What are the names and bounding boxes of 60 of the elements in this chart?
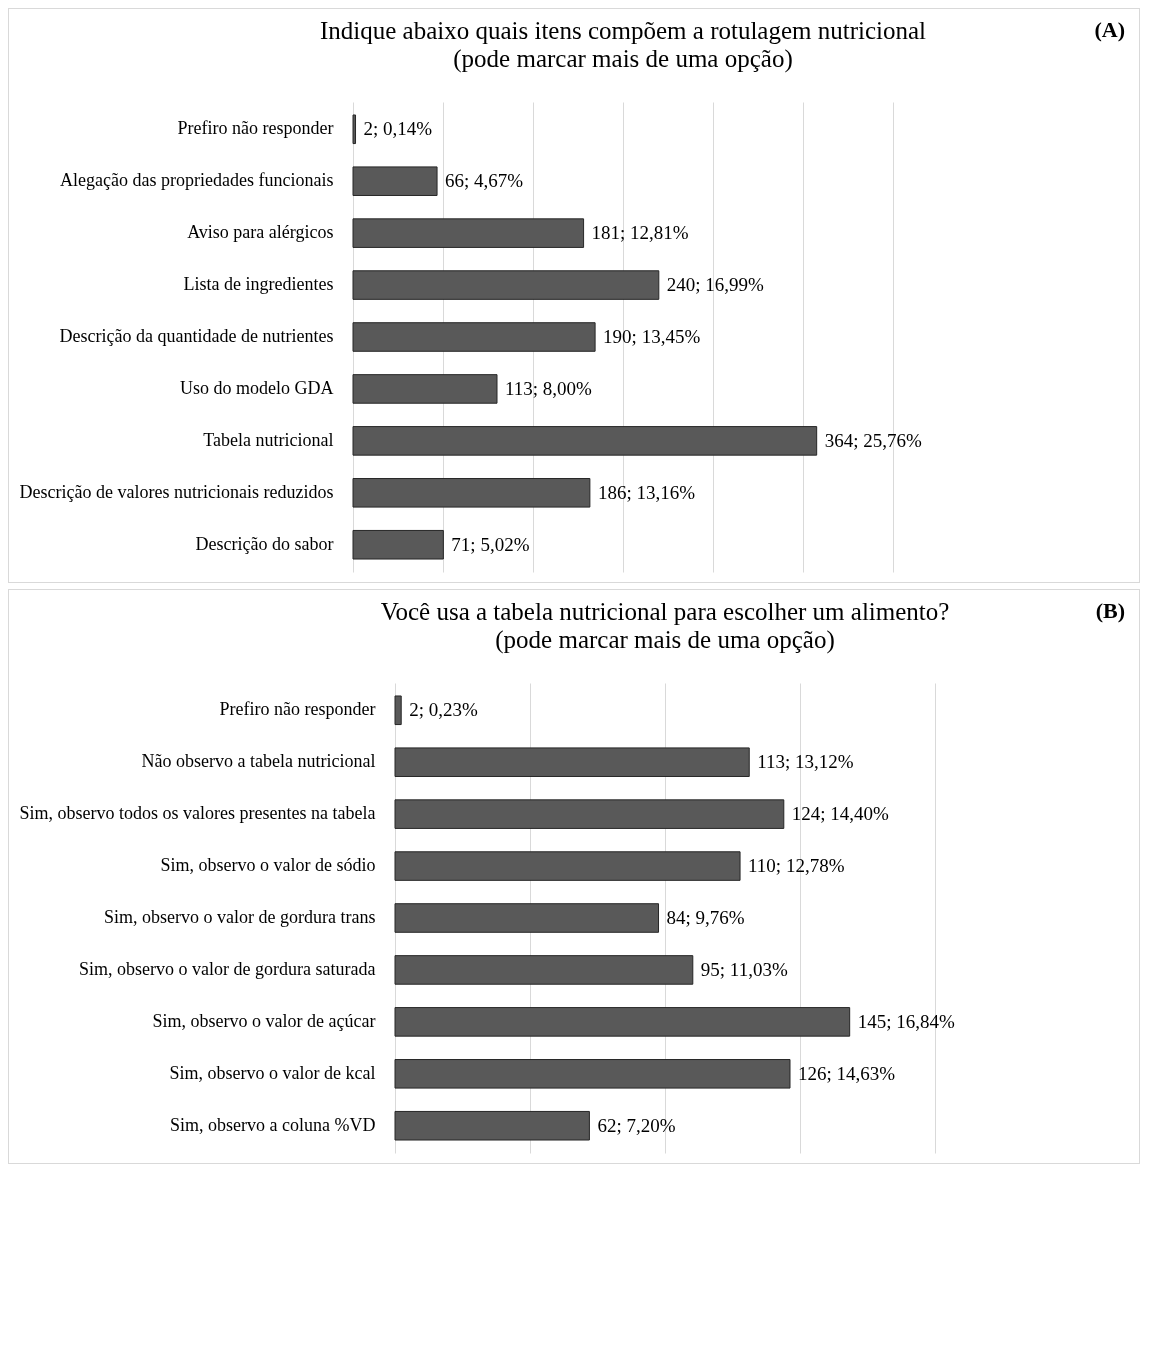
y-tick-label: Sim, observo o valor de açúcar	[152, 1010, 376, 1031]
y-tick-label: Sim, observo o valor de kcal	[169, 1062, 376, 1083]
data-label: 71; 5,02%	[451, 533, 530, 555]
data-label: 2; 0,23%	[409, 699, 478, 721]
bar	[352, 374, 498, 404]
y-tick-label: Prefiro não responder	[219, 699, 376, 720]
data-label: 2; 0,14%	[363, 118, 433, 140]
data-label: 364; 25,76%	[824, 429, 922, 451]
y-tick-label: Sim, observo o valor de gordura trans	[104, 907, 376, 927]
y-tick-label: Prefiro não responder	[177, 118, 334, 139]
chart-subtitle: (pode marcar mais de uma opção)	[453, 45, 793, 73]
bar	[352, 478, 591, 508]
data-label: 190; 13,45%	[603, 326, 701, 347]
bar	[352, 322, 596, 352]
chart-title: Você usa a tabela nutricional para escolher um alimento?	[380, 598, 950, 625]
data-label: 145; 16,84%	[857, 1010, 955, 1032]
y-tick-label: Lista de ingredientes	[183, 274, 334, 295]
data-label: 113; 13,12%	[757, 751, 854, 773]
bar	[394, 1110, 590, 1141]
data-label: 113; 8,00%	[505, 377, 593, 399]
y-tick-label: Sim, observo todos os valores presentes na tabela	[19, 803, 376, 824]
chart-subtitle: (pode marcar mais de uma opção)	[495, 626, 835, 654]
data-label: 95; 11,03%	[700, 958, 788, 980]
bar	[394, 799, 785, 829]
bar	[352, 166, 438, 196]
y-tick-label: Descrição da quantidade de nutrientes	[59, 326, 334, 346]
data-label: 124; 14,40%	[791, 803, 890, 825]
y-tick-label: Descrição de valores nutricionais reduzidos	[19, 481, 334, 502]
data-label: 186; 13,16%	[597, 481, 696, 503]
bar	[352, 114, 357, 145]
bar	[394, 1007, 851, 1037]
y-tick-label: Aviso para alérgicos	[187, 222, 334, 243]
chart-title: Indique abaixo quais itens compõem a rotulagem nutricional	[319, 17, 927, 44]
bar	[352, 426, 818, 456]
data-label: 62; 7,20%	[597, 1114, 676, 1136]
data-label: 240; 16,99%	[666, 274, 765, 296]
bar	[352, 529, 444, 560]
bar	[394, 955, 694, 985]
y-tick-label: Descrição do sabor	[195, 533, 334, 554]
y-tick-label: Tabela nutricional	[203, 429, 334, 450]
bar	[352, 218, 585, 248]
bar	[394, 903, 660, 933]
bar	[394, 1059, 791, 1089]
data-label: 66; 4,67%	[445, 170, 524, 192]
bar	[394, 747, 750, 777]
y-tick-label: Não observo a tabela nutricional	[141, 751, 376, 772]
data-label: 181; 12,81%	[591, 222, 689, 244]
bar	[394, 695, 402, 726]
y-tick-label: Sim, observo o valor de sódio	[160, 855, 376, 876]
text: (A)	[1094, 17, 1125, 43]
data-label: 126; 14,63%	[798, 1062, 896, 1084]
y-tick-label: Uso do modelo GDA	[180, 377, 334, 398]
data-label: 110; 12,78%	[748, 855, 845, 877]
y-tick-label: Sim, observo o valor de gordura saturada	[79, 958, 376, 979]
y-tick-label: Alegação das propriedades funcionais	[60, 170, 334, 191]
bar	[394, 851, 741, 881]
data-label: 84; 9,76%	[666, 907, 745, 928]
text: (B)	[1095, 598, 1125, 624]
bar	[352, 270, 660, 300]
y-tick-label: Sim, observo a coluna %VD	[170, 1114, 376, 1135]
